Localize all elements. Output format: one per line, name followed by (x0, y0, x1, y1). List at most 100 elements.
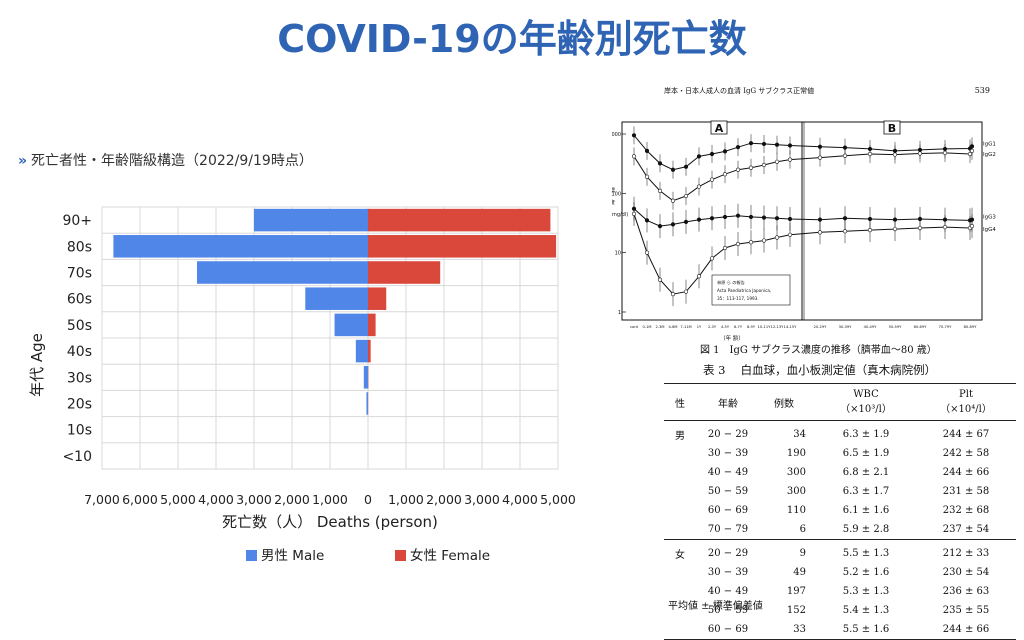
y-tick-label: 1 (618, 310, 621, 316)
cell-wbc: 6.1 ± 1.6 (816, 501, 916, 520)
x-tick-label: 3,000 (464, 492, 500, 507)
x-tick-label: 4-6M (669, 325, 678, 329)
cell-sex (664, 444, 696, 463)
igg-point (918, 226, 922, 230)
igg-series-label: IgG3 (983, 215, 996, 221)
legend-label-male: 男性 Male (261, 548, 324, 564)
y-tick-label: <10 (62, 449, 92, 465)
cell-wbc: 5.4 ± 1.3 (816, 601, 916, 620)
cell-sex (664, 520, 696, 540)
y-axis-label: 度 (612, 199, 615, 206)
cell-age: 70 − 79 (696, 520, 760, 540)
cell-wbc: 5.2 ± 1.6 (816, 563, 916, 582)
cell-wbc: 6.8 ± 2.1 (816, 463, 916, 482)
x-tick-label: 5,000 (160, 492, 196, 507)
igg-point (658, 189, 662, 193)
igg-point (868, 228, 872, 232)
igg-point (710, 216, 714, 220)
igg-point (632, 155, 636, 159)
igg-point (684, 194, 688, 198)
x-tick-label: 7,000 (84, 492, 120, 507)
igg-point (645, 175, 649, 179)
x-tick-label: 0 (364, 492, 372, 507)
x-tick-label: 6,000 (122, 492, 158, 507)
x-tick-label: 50-59Y (889, 325, 902, 329)
cell-count: 49 (760, 563, 816, 582)
bar-male-1 (113, 235, 368, 258)
igg-point (658, 224, 662, 228)
cell-age: 20 − 29 (696, 540, 760, 564)
cell-wbc: 5.9 ± 2.8 (816, 520, 916, 540)
cell-count: 33 (760, 620, 816, 640)
header-age: 年齢 (696, 384, 760, 421)
x-tick-label: 10-11Y (758, 325, 771, 329)
cell-age: 60 − 69 (696, 501, 760, 520)
igg-header-left: 岸本・日本人成人の血清 IgG サブクラス正常値 (664, 86, 814, 95)
pyramid-y-axis-label: 年代 Age (28, 333, 46, 397)
header-plt-unit: （×10⁴/l） (940, 404, 992, 415)
header-sex: 性 (664, 384, 696, 421)
y-tick-label: 50s (67, 318, 92, 334)
igg-point (970, 149, 974, 153)
igg-point (645, 219, 649, 223)
igg-point (818, 156, 822, 160)
x-tick-label: 2-3Y (708, 325, 717, 329)
cell-sex (664, 620, 696, 640)
header-wbc: WBC（×10³/l） (816, 384, 916, 421)
bar-male-6 (364, 366, 368, 389)
cell-wbc: 5.5 ± 1.6 (816, 620, 916, 640)
cell-plt: 230 ± 54 (916, 563, 1016, 582)
pyramid-x-axis-label: 死亡数（人） Deaths (person) (222, 513, 438, 531)
cell-plt: 244 ± 66 (916, 620, 1016, 640)
y-tick-label: 20s (67, 397, 92, 413)
bar-female-4 (368, 314, 376, 337)
x-tick-label: 30-39Y (839, 325, 852, 329)
igg-point (632, 134, 636, 138)
legend-swatch-female (395, 550, 406, 561)
bar-female-1 (368, 235, 556, 258)
igg-point (658, 278, 662, 282)
legend-swatch-male (246, 550, 257, 561)
y-tick-label: 10 (615, 251, 621, 257)
cell-plt: 212 ± 33 (916, 540, 1016, 564)
cell-wbc: 5.5 ± 1.3 (816, 540, 916, 564)
igg-frame (622, 121, 982, 320)
igg-point (749, 141, 753, 145)
igg-point (749, 166, 753, 170)
x-tick-label: 2-3M (656, 325, 665, 329)
igg-point (775, 216, 779, 220)
igg-point (671, 199, 675, 203)
cell-sex (664, 463, 696, 482)
bar-male-4 (335, 314, 368, 337)
igg-point (749, 215, 753, 219)
y-tick-label: 80s (67, 239, 92, 255)
igg-point (843, 229, 847, 233)
cell-sex: 男 (664, 421, 696, 445)
bar-male-2 (197, 261, 368, 284)
igg-point (749, 240, 753, 244)
cell-sex (664, 482, 696, 501)
cell-wbc: 5.3 ± 1.3 (816, 582, 916, 601)
bar-male-5 (356, 340, 368, 363)
igg-point (788, 158, 792, 162)
x-tick-label: 20-29Y (814, 325, 827, 329)
igg-point (697, 185, 701, 189)
cell-count: 6 (760, 520, 816, 540)
igg-point (710, 178, 714, 182)
cell-sex (664, 563, 696, 582)
table-note: 平均値 ± 標準偏差値 (668, 597, 763, 612)
igg-point (818, 231, 822, 235)
igg-point (671, 292, 675, 296)
cell-sex (664, 501, 696, 520)
igg-point (943, 225, 947, 229)
cell-count: 197 (760, 582, 816, 601)
y-tick-label: 70s (67, 266, 92, 282)
